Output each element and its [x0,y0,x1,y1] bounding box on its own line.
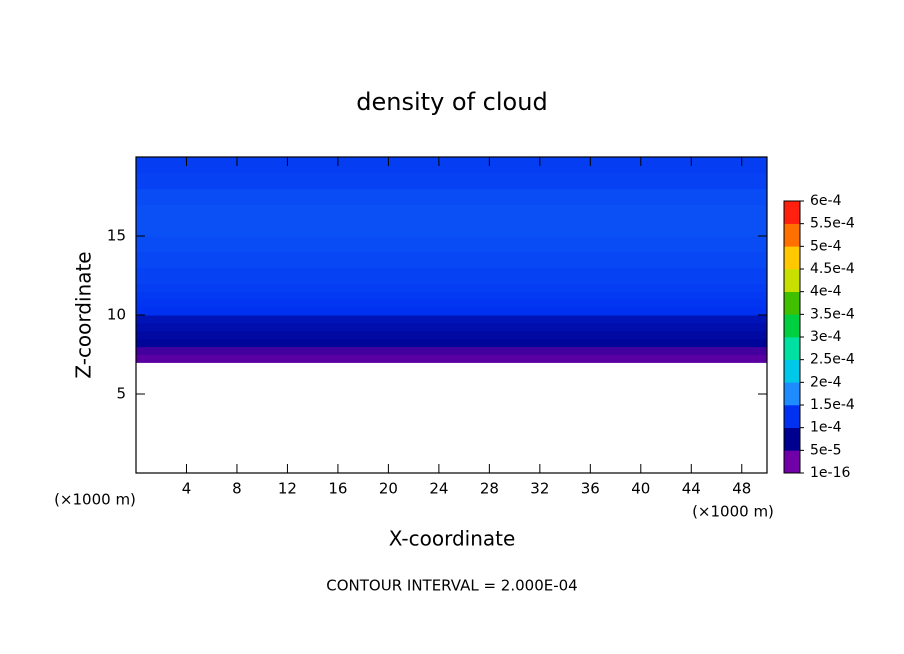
contour-band [136,354,767,363]
contour-band [136,330,767,340]
colorbar-segment [784,223,800,247]
colorbar-segment [784,314,800,338]
colorbar-label: 1e-16 [810,465,850,481]
x-tick-label: 48 [732,480,751,498]
contour-band [136,236,767,253]
contour-band [136,291,767,300]
y-axis-label: Z-coordinate [72,251,96,378]
x-unit-label: (×1000 m) [692,503,774,521]
footer-note: CONTOUR INTERVAL = 2.000E-04 [326,577,577,595]
colorbar-segment [784,201,800,224]
colorbar-label: 4.5e-4 [810,261,855,277]
contour-band [136,172,767,190]
contour-band [136,338,767,348]
colorbar-label: 6e-4 [810,193,842,209]
contour-field [136,157,767,363]
contour-band [136,267,767,284]
colorbar-label: 5.5e-4 [810,216,855,232]
colorbar-segment [784,359,800,383]
colorbar-label: 3.5e-4 [810,306,855,322]
contour-band [136,299,767,308]
x-tick-label: 12 [278,480,297,498]
colorbar-segment [784,291,800,315]
colorbar-segment [784,450,800,474]
x-tick-label: 36 [581,480,600,498]
contour-band [136,315,767,324]
x-tick-label: 44 [682,480,701,498]
colorbar-label: 3e-4 [810,329,842,345]
x-unit-label: (×1000 m) [54,491,136,509]
contour-band [136,322,767,332]
x-tick-label: 40 [631,480,650,498]
colorbar-segment [784,382,800,406]
x-tick-label: 28 [480,480,499,498]
colorbar-segment [784,337,800,360]
colorbar-label: 4e-4 [810,284,842,300]
contour-band [136,157,767,174]
contour-band [136,346,767,355]
x-tick-label: 24 [429,480,448,498]
contour-band [136,251,767,269]
colorbar-segment [784,246,800,270]
x-tick-label: 8 [232,480,242,498]
x-tick-label: 4 [182,480,192,498]
x-tick-label: 20 [379,480,398,498]
colorbar-label: 1e-4 [810,420,842,436]
colorbar-label: 2.5e-4 [810,352,855,368]
colorbar-label: 2e-4 [810,374,842,390]
chart-title: density of cloud [356,88,547,116]
colorbar-label: 5e-5 [810,442,841,458]
x-tick-label: 32 [530,480,549,498]
contour-band [136,188,767,205]
colorbar-segment [784,427,800,451]
colorbar-segment [784,269,800,292]
x-axis-label: X-coordinate [389,527,516,551]
contour-band [136,204,767,221]
y-tick-label: 10 [107,306,126,324]
x-tick-label: 16 [328,480,347,498]
y-tick-label: 5 [116,385,126,403]
contour-band [136,283,767,292]
contour-band [136,220,767,237]
colorbar-label: 1.5e-4 [810,397,855,413]
y-tick-label: 15 [107,227,126,245]
colorbar-segment [784,405,800,428]
colorbar-label: 5e-4 [810,238,842,254]
contour-band [136,307,767,316]
